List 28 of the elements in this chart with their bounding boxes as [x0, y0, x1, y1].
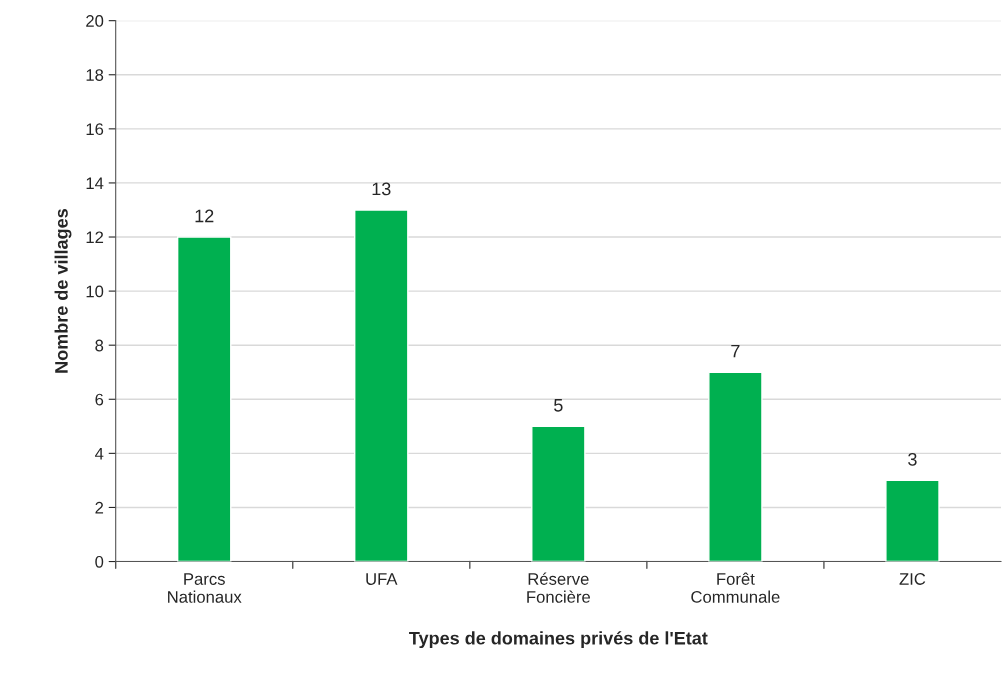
x-tick-label: Parcs Nationaux: [168, 573, 242, 603]
y-tick-label: 14: [86, 177, 104, 189]
bar: [176, 236, 232, 562]
x-tick-label: Réserve Foncière: [527, 572, 591, 603]
y-tick-label: 4: [95, 447, 104, 460]
bar: [354, 209, 409, 562]
y-tick-label: 16: [86, 123, 104, 136]
x-tick-label: Forêt Communale: [691, 572, 780, 603]
y-tick-label: 6: [95, 393, 104, 406]
data-label: 12: [195, 209, 214, 223]
y-axis-title: Nombre de villages: [54, 209, 72, 373]
x-tick-label: ZIC: [899, 573, 926, 585]
y-tick-label: 2: [95, 501, 104, 514]
x-axis-title: Types de domaines privés de l'Etat: [409, 631, 708, 649]
x-tick-label: UFA: [366, 573, 398, 585]
y-tick-label: 0: [95, 555, 104, 568]
y-tick-label: 10: [86, 285, 104, 298]
bar: [885, 479, 940, 562]
y-tick-label: 12: [86, 231, 104, 244]
bar: [531, 425, 586, 562]
y-tick-label: 8: [95, 339, 104, 352]
y-tick-label: 20: [86, 15, 104, 27]
bar: [708, 371, 763, 562]
data-label: 5: [554, 399, 563, 412]
y-tick-label: 18: [86, 69, 104, 81]
data-label: 13: [372, 182, 391, 196]
data-label: 3: [908, 452, 917, 466]
data-label: 7: [731, 344, 740, 358]
